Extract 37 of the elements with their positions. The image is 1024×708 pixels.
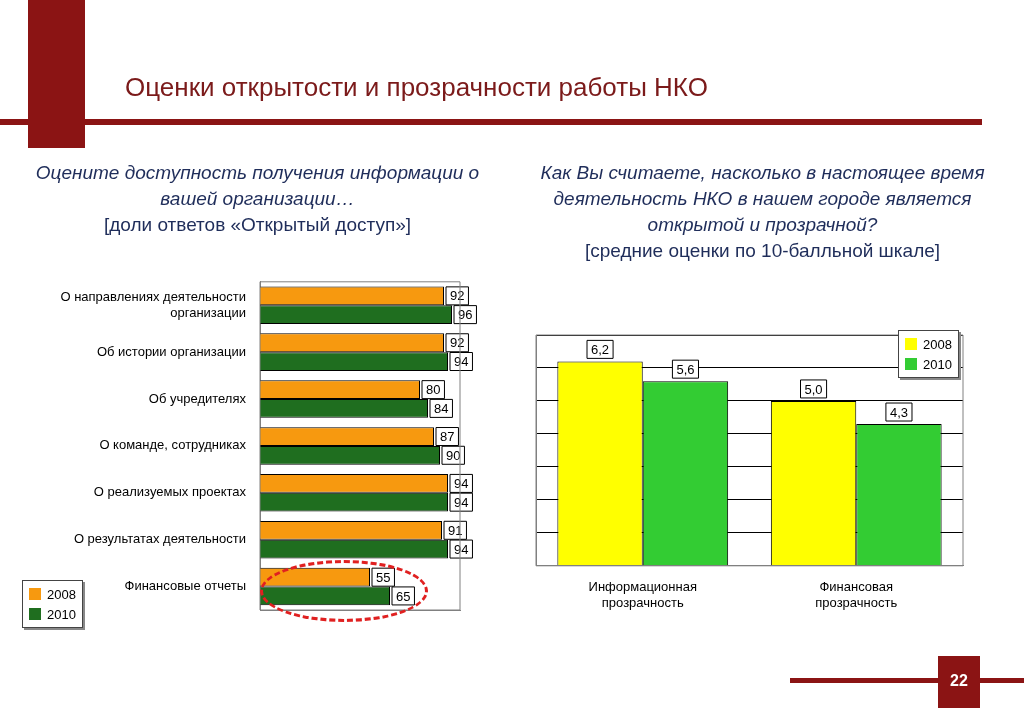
data-label: 92 <box>450 335 465 351</box>
data-label: 84 <box>434 400 449 416</box>
text: Оценки открытости и прозрачности работы НКО <box>125 72 708 103</box>
data-label: 55 <box>376 569 391 585</box>
data-label: 94 <box>454 354 469 370</box>
data-label: 96 <box>458 307 473 323</box>
data-label: 94 <box>454 494 469 510</box>
data-label: 5,6 <box>676 361 695 377</box>
data-label: 4,3 <box>889 404 908 420</box>
data-label: 94 <box>454 541 469 557</box>
data-label: 80 <box>426 382 441 398</box>
x-tick-label: Информационная прозрачность <box>588 579 697 610</box>
y-tick-label: Об учредителях <box>148 390 247 406</box>
chart-title: Как Вы считаете, насколько в настоящее время деятельность НКО в нашем городе является открытой и прозрачной? <box>539 161 986 237</box>
legend-label: 2008 <box>923 336 952 352</box>
y-tick-label: О результатах деятельности <box>73 531 246 547</box>
legend-label: 2008 <box>47 586 76 602</box>
text: 22 <box>949 672 969 690</box>
legend-label: 2010 <box>923 356 952 372</box>
y-tick-label: О команде, сотрудниках <box>99 437 247 453</box>
data-label: 5,0 <box>804 381 823 397</box>
data-label: 92 <box>450 288 465 304</box>
y-tick-label: Об истории организации <box>96 343 246 359</box>
y-tick-label: О направлениях деятельности организации <box>60 289 246 320</box>
chart-title: Оцените доступность получения информации о вашей организации… <box>34 161 481 211</box>
chart-subtitle: [средние оценки по 10-балльной шкале] <box>583 239 942 263</box>
data-label: 87 <box>440 429 455 445</box>
data-label: 6,2 <box>591 341 610 357</box>
y-tick-label: О реализуемых проектах <box>93 484 247 500</box>
y-tick-label: Финансовые отчеты <box>124 578 246 594</box>
data-label: 65 <box>396 588 411 604</box>
x-tick-label: Финансовая прозрачность <box>815 579 898 610</box>
legend-label: 2010 <box>47 606 76 622</box>
data-label: 90 <box>446 447 461 463</box>
data-label: 91 <box>448 522 463 538</box>
chart-subtitle: [доли ответов «Открытый доступ»] <box>102 213 413 237</box>
data-label: 94 <box>454 475 469 491</box>
